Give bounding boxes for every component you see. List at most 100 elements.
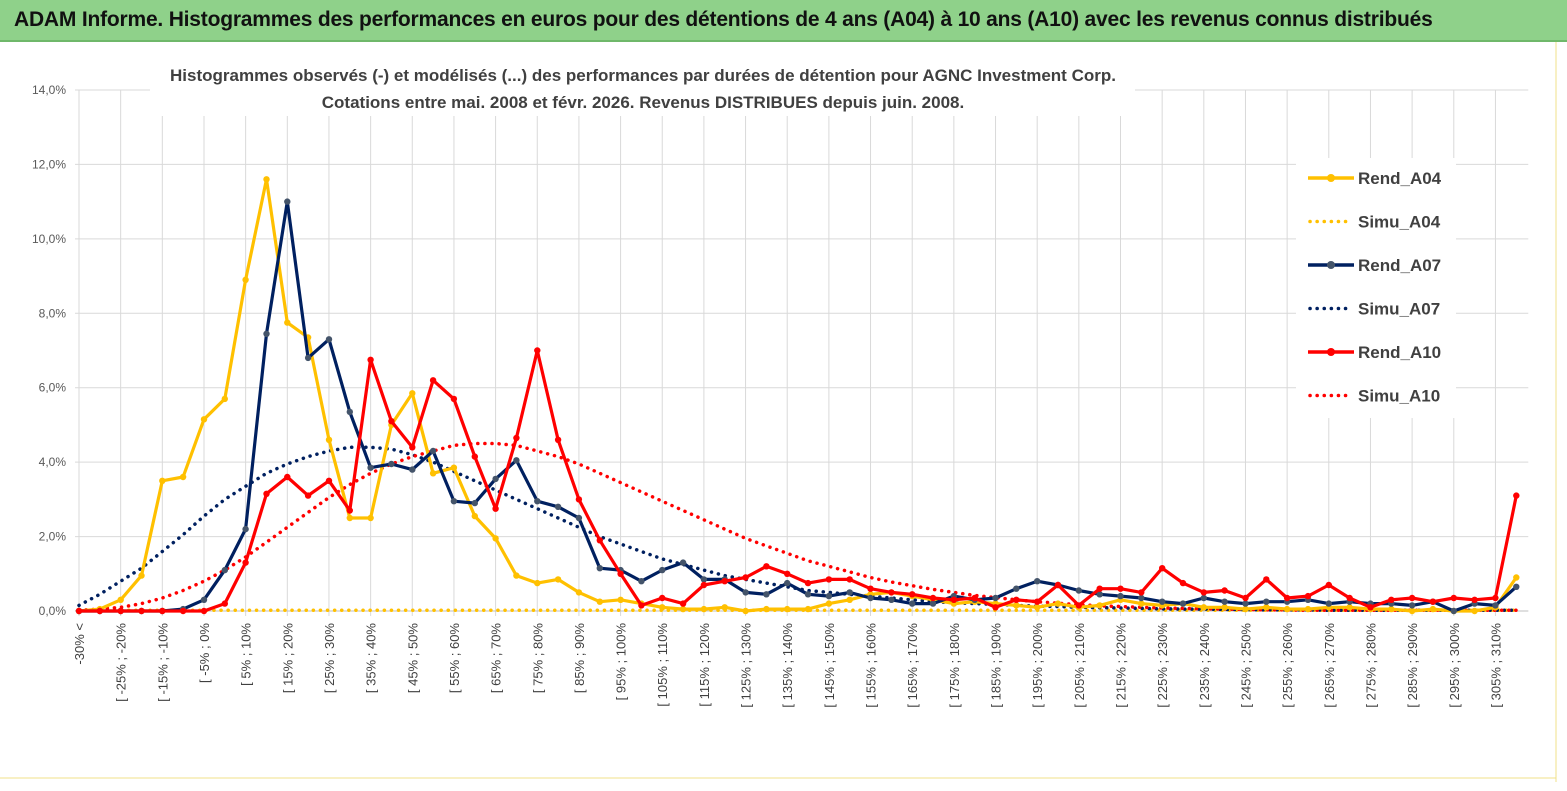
data-point xyxy=(1513,583,1520,590)
data-point xyxy=(659,566,666,574)
data-point xyxy=(263,330,270,337)
x-tick-label: [ 5% ; 10% xyxy=(239,623,254,686)
data-point xyxy=(909,600,916,607)
x-tick-label: [ 35% ; 40% xyxy=(364,623,379,694)
data-point xyxy=(1513,574,1520,581)
data-point xyxy=(1471,596,1478,603)
data-point xyxy=(242,525,249,533)
data-point xyxy=(1492,594,1499,602)
data-point xyxy=(1408,602,1416,609)
series-rend-a10 xyxy=(75,347,1520,615)
data-point xyxy=(138,607,145,615)
data-point xyxy=(242,276,249,283)
data-point xyxy=(159,607,166,615)
data-point xyxy=(1138,594,1145,602)
x-tick-label: [ 45% ; 50% xyxy=(405,623,420,694)
x-tick-label: [ 165% ; 170% xyxy=(905,623,920,708)
data-point xyxy=(1388,605,1395,613)
data-point xyxy=(971,594,978,602)
data-point xyxy=(117,607,124,615)
x-tick-label: [ -25% ; -20% xyxy=(114,623,129,702)
data-point xyxy=(1034,578,1041,585)
data-point xyxy=(825,576,833,583)
data-point xyxy=(221,395,228,403)
data-point xyxy=(950,596,958,603)
data-point xyxy=(763,605,770,613)
data-point xyxy=(304,492,312,499)
data-point xyxy=(200,596,208,603)
data-point xyxy=(388,418,395,425)
data-point xyxy=(1013,596,1020,603)
data-point xyxy=(1325,600,1333,607)
data-point xyxy=(721,578,728,585)
chart-title-background xyxy=(150,58,1135,116)
data-point xyxy=(784,579,791,587)
legend-label: Simu_A07 xyxy=(1358,300,1440,319)
data-point xyxy=(1283,605,1291,613)
data-point xyxy=(825,600,833,607)
data-point xyxy=(1346,604,1353,611)
data-point xyxy=(846,589,853,596)
y-tick-label: 4,0% xyxy=(39,455,67,469)
y-tick-label: 12,0% xyxy=(32,157,66,171)
data-point xyxy=(929,594,937,602)
data-point xyxy=(1304,605,1312,613)
data-point xyxy=(804,591,812,598)
data-point xyxy=(513,434,520,442)
data-point xyxy=(346,514,353,522)
data-point xyxy=(846,596,853,603)
data-point xyxy=(325,477,333,484)
data-point xyxy=(117,596,124,603)
x-tick-label: [ 85% ; 90% xyxy=(572,623,587,694)
data-point xyxy=(554,436,562,443)
data-point xyxy=(1492,602,1499,609)
x-tick-label: [ 75% ; 80% xyxy=(530,623,545,694)
data-point xyxy=(1054,600,1062,607)
data-point xyxy=(888,596,895,603)
data-point xyxy=(471,453,478,460)
data-point xyxy=(1138,589,1145,596)
series-simu-a10 xyxy=(77,441,1519,613)
data-point xyxy=(763,563,770,570)
chart-title-line2: Cotations entre mai. 2008 et févr. 2026.… xyxy=(322,93,964,112)
legend-marker xyxy=(1327,261,1335,269)
data-point xyxy=(534,498,541,505)
data-point xyxy=(1138,600,1145,607)
data-point xyxy=(1450,607,1458,615)
data-point xyxy=(471,499,478,507)
x-tick-label: [ 305% ; 310% xyxy=(1488,623,1503,708)
data-point xyxy=(200,607,208,615)
data-point xyxy=(492,505,499,512)
data-point xyxy=(1096,602,1103,609)
legend-item-rend-a07: Rend_A07 xyxy=(1308,256,1441,275)
data-point xyxy=(284,198,291,205)
data-point xyxy=(534,579,541,587)
data-point xyxy=(1096,591,1103,598)
data-point xyxy=(596,565,603,572)
data-point xyxy=(1263,576,1270,583)
x-axis: -30% < [ -25% ; -20% [ -15% ; -10% [ -5% ; … xyxy=(72,610,1529,708)
data-point xyxy=(575,589,583,596)
data-point xyxy=(1429,605,1437,613)
data-point xyxy=(450,395,458,403)
legend-label: Rend_A10 xyxy=(1358,343,1441,362)
legend-background xyxy=(1296,158,1456,418)
data-point xyxy=(1179,600,1187,607)
series-line xyxy=(78,177,1518,613)
data-point xyxy=(534,347,541,354)
data-point xyxy=(471,512,478,520)
data-point xyxy=(242,559,249,566)
data-point xyxy=(367,464,374,471)
data-point xyxy=(1179,579,1187,587)
legend-label: Rend_A04 xyxy=(1358,169,1442,188)
data-point xyxy=(867,594,874,602)
series-line xyxy=(79,200,1518,613)
data-point xyxy=(179,607,187,615)
x-tick-label: [ 235% ; 240% xyxy=(1197,623,1212,708)
data-point xyxy=(909,591,916,598)
x-tick-label: [ 265% ; 270% xyxy=(1322,623,1337,708)
data-point xyxy=(1034,598,1041,605)
x-tick-label: [ 205% ; 210% xyxy=(1072,623,1087,708)
x-tick-label: [ 215% ; 220% xyxy=(1114,623,1129,708)
data-point xyxy=(804,579,812,587)
